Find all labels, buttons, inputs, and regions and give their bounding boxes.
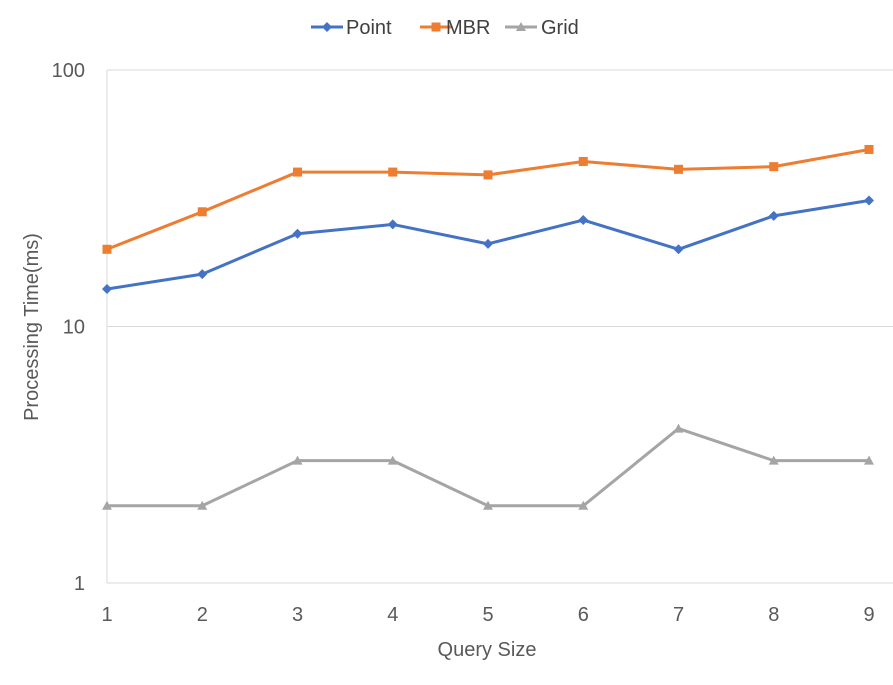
data-point-point-2 xyxy=(197,269,208,280)
x-tick-label-2: 2 xyxy=(197,604,208,626)
series xyxy=(102,144,874,510)
data-point-grid-3 xyxy=(292,455,303,465)
data-point-mbr-7 xyxy=(674,164,683,174)
legend: Point MBR Grid xyxy=(311,17,579,39)
series-mbr xyxy=(102,144,874,254)
data-point-grid-8 xyxy=(768,455,779,465)
legend-marker-mbr xyxy=(431,22,441,32)
x-tick-label-6: 6 xyxy=(578,604,589,626)
data-point-mbr-4 xyxy=(388,167,398,177)
data-point-grid-2 xyxy=(197,500,208,510)
x-tick-label-8: 8 xyxy=(768,604,779,626)
x-tick-label-3: 3 xyxy=(292,604,303,626)
x-axis-title: Query Size xyxy=(438,639,537,661)
y-axis-title: Processing Time(ms) xyxy=(21,233,43,421)
data-point-mbr-8 xyxy=(769,162,779,172)
data-point-mbr-5 xyxy=(483,170,493,180)
y-tick-label-1: 1 xyxy=(74,573,85,595)
data-point-point-9 xyxy=(864,195,874,206)
axes: 1 10 100 1 2 3 4 5 6 7 8 9 xyxy=(52,60,875,626)
x-tick-label-9: 9 xyxy=(863,604,874,626)
data-point-mbr-2 xyxy=(197,207,207,217)
legend-marker-point xyxy=(322,22,332,32)
data-point-point-6 xyxy=(578,215,589,226)
series-line-mbr xyxy=(105,147,871,251)
data-point-grid-6 xyxy=(578,500,589,510)
data-point-point-3 xyxy=(292,228,303,239)
legend-label-grid: Grid xyxy=(541,17,579,39)
data-point-mbr-3 xyxy=(293,167,302,177)
legend-label-point: Point xyxy=(346,17,392,39)
data-point-point-4 xyxy=(387,219,398,230)
x-tick-label-1: 1 xyxy=(101,604,112,626)
x-tick-label-4: 4 xyxy=(387,604,398,626)
data-point-grid-7 xyxy=(673,423,684,433)
data-point-mbr-6 xyxy=(578,156,588,166)
data-point-point-5 xyxy=(483,238,493,249)
legend-item-mbr: MBR xyxy=(420,17,490,39)
legend-marker-grid xyxy=(516,22,526,31)
x-tick-label-5: 5 xyxy=(482,604,493,626)
data-point-point-7 xyxy=(673,244,684,255)
data-point-point-8 xyxy=(768,210,779,221)
y-tick-label-100: 100 xyxy=(52,60,85,82)
data-point-grid-1 xyxy=(102,500,112,510)
legend-item-grid: Grid xyxy=(505,17,579,39)
series-grid xyxy=(102,423,874,510)
legend-label-mbr: MBR xyxy=(446,17,490,39)
series-line-grid xyxy=(105,427,871,508)
legend-item-point: Point xyxy=(311,17,392,39)
data-point-grid-5 xyxy=(483,500,493,510)
data-point-grid-9 xyxy=(864,455,874,465)
data-point-mbr-9 xyxy=(864,144,874,154)
y-tick-label-10: 10 xyxy=(63,317,85,339)
data-point-point-1 xyxy=(102,284,112,295)
data-point-grid-4 xyxy=(387,455,398,465)
series-point xyxy=(102,195,874,295)
data-point-mbr-1 xyxy=(102,244,112,254)
x-tick-label-7: 7 xyxy=(673,604,684,626)
gridlines xyxy=(107,69,893,584)
